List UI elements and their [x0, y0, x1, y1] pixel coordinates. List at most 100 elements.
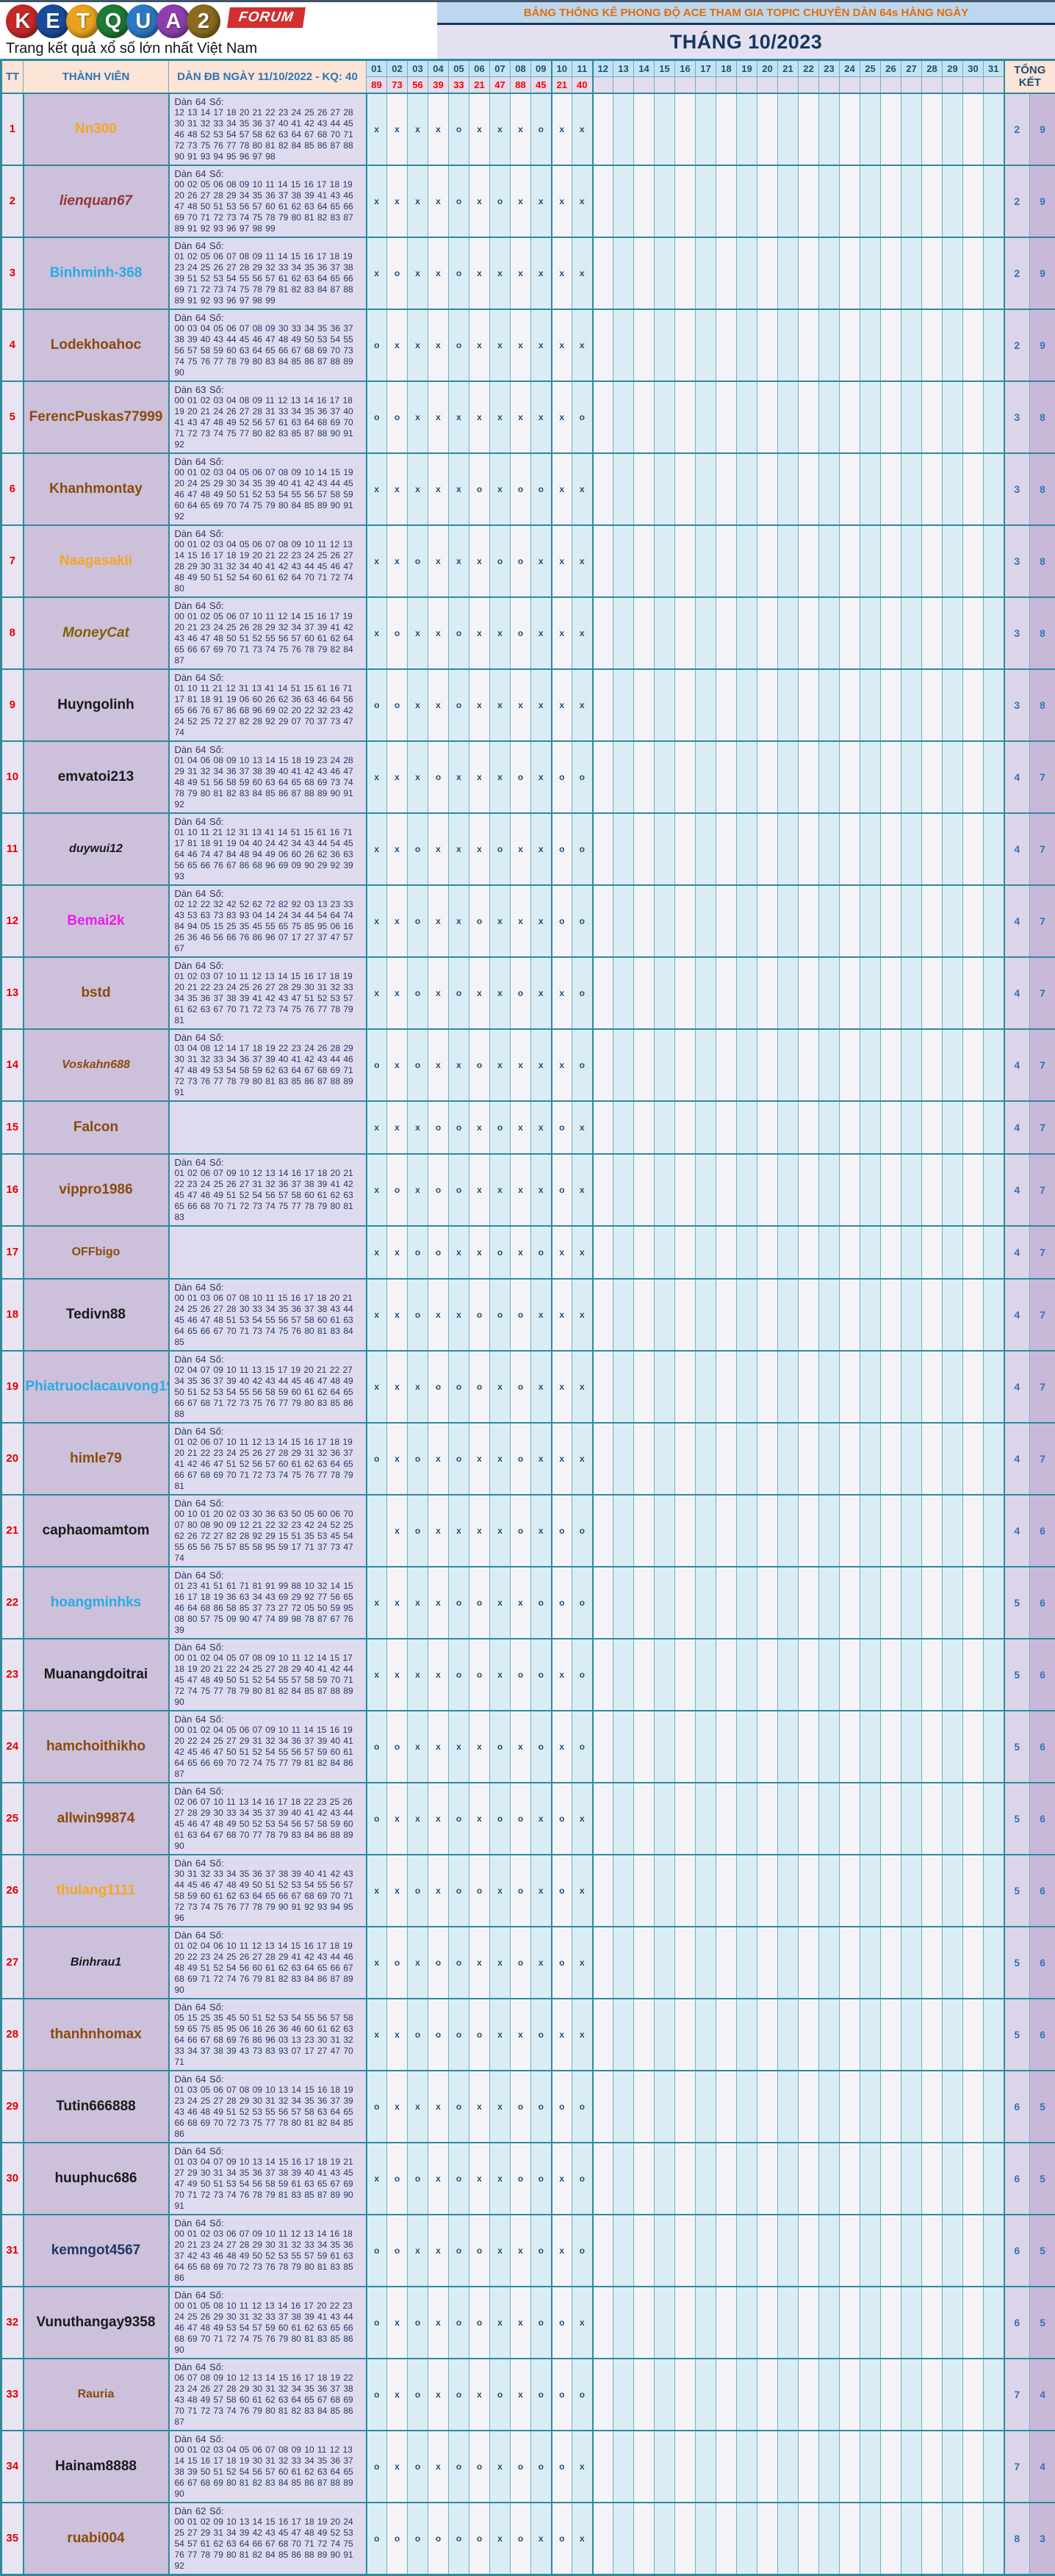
member-name[interactable]: Khanhmontay — [49, 481, 143, 497]
day-mark: o — [511, 1783, 531, 1855]
day-mark — [737, 309, 757, 381]
member-name[interactable]: Rauria — [78, 2388, 115, 2400]
day-mark — [778, 1351, 799, 1423]
member-name[interactable]: Naagasakii — [60, 553, 132, 569]
member-name[interactable]: Tutin666888 — [56, 2099, 135, 2114]
day-result-value — [675, 77, 696, 93]
day-mark — [593, 669, 613, 741]
member-name[interactable]: Bemai2k — [67, 913, 124, 928]
day-mark: x — [572, 1423, 593, 1495]
day-mark — [840, 453, 860, 525]
member-name[interactable]: Muanangdoitrai — [44, 1667, 148, 1682]
day-mark — [778, 1567, 799, 1639]
member-name[interactable]: hoangminhks — [51, 1595, 142, 1610]
dan-numbers: 01 03 05 06 07 08 09 10 13 14 15 16 18 1… — [175, 2085, 362, 2140]
day-mark — [860, 885, 881, 957]
member-name[interactable]: Lodekhoahoc — [51, 337, 142, 353]
day-mark — [984, 1711, 1004, 1783]
day-mark: x — [531, 813, 552, 885]
member-name[interactable]: lienquan67 — [60, 193, 132, 209]
day-mark: o — [531, 2287, 552, 2359]
day-mark — [634, 1351, 655, 1423]
member-name[interactable]: caphaomamtom — [43, 1523, 150, 1538]
day-mark — [963, 1226, 984, 1279]
member-name[interactable]: kemngot4567 — [51, 2243, 140, 2258]
day-mark: x — [387, 1279, 408, 1351]
day-mark — [984, 1351, 1004, 1423]
day-mark: o — [552, 1101, 572, 1154]
row-number: 28 — [1, 1999, 24, 2071]
day-mark — [634, 381, 655, 453]
member-name[interactable]: huuphuc686 — [55, 2171, 137, 2186]
day-mark: x — [572, 2287, 593, 2359]
day-mark — [675, 1783, 696, 1855]
member-name[interactable]: allwin99874 — [57, 1811, 135, 1826]
member-name[interactable]: thulang1111 — [57, 1883, 136, 1898]
day-mark — [984, 2215, 1004, 2287]
day-mark: x — [387, 1783, 408, 1855]
dan-label: Dàn 64 Số: — [175, 2362, 362, 2373]
day-mark — [634, 309, 655, 381]
day-mark — [613, 1279, 634, 1351]
member-name[interactable]: Binhminh-368 — [50, 265, 143, 281]
day-mark — [901, 957, 922, 1029]
member-name[interactable]: Phiatruoclacauvong1984 — [26, 1379, 169, 1394]
dan-numbers-cell: Dàn 64 Số:02 06 07 10 11 13 14 16 17 18 … — [169, 1783, 367, 1855]
day-mark — [737, 93, 757, 165]
day-mark — [819, 597, 840, 669]
member-name[interactable]: ruabi004 — [67, 2530, 124, 2546]
day-mark — [819, 741, 840, 813]
member-name[interactable]: Huyngolinh — [57, 697, 134, 712]
dan-numbers: 05 15 25 35 45 50 51 52 53 54 55 56 57 5… — [175, 2013, 362, 2068]
member-name[interactable]: MoneyCat — [62, 625, 129, 641]
member-name[interactable]: duywui12 — [69, 843, 123, 855]
member-name[interactable]: Tedivn88 — [66, 1307, 126, 1322]
day-mark — [922, 453, 943, 525]
member-name[interactable]: Hainam8888 — [55, 2458, 137, 2474]
day-mark — [819, 381, 840, 453]
day-mark — [922, 93, 943, 165]
day-mark — [799, 1783, 819, 1855]
member-name[interactable]: vippro1986 — [59, 1182, 132, 1197]
member-name[interactable]: Nn300 — [75, 121, 117, 137]
member-name[interactable]: Binhrau1 — [71, 1956, 121, 1969]
dan-numbers-cell: Dàn 64 Số:00 01 02 04 05 07 08 09 10 11 … — [169, 1639, 367, 1711]
day-mark — [799, 93, 819, 165]
day-mark — [778, 957, 799, 1029]
day-mark: o — [408, 2143, 428, 2215]
member-name[interactable]: FerencPuskas77999 — [29, 409, 163, 425]
member-name[interactable]: thanhnhomax — [50, 2027, 142, 2042]
member-name[interactable]: Voskahn688 — [62, 1058, 130, 1071]
day-mark — [757, 1279, 778, 1351]
day-mark — [737, 1279, 757, 1351]
dan-numbers: 02 04 07 09 10 11 13 15 17 19 20 21 22 2… — [175, 1365, 362, 1420]
member-cell: MoneyCat — [24, 597, 169, 669]
day-mark: x — [387, 2431, 408, 2503]
day-mark — [655, 1711, 675, 1783]
day-mark: x — [490, 2071, 511, 2143]
day-mark — [655, 1567, 675, 1639]
day-mark — [901, 2071, 922, 2143]
day-mark: o — [490, 813, 511, 885]
day-mark — [922, 597, 943, 669]
day-mark — [799, 1495, 819, 1567]
day-mark — [716, 1423, 737, 1495]
day-mark: o — [572, 957, 593, 1029]
day-mark — [716, 2071, 737, 2143]
member-name[interactable]: OFFbigo — [72, 1246, 120, 1258]
day-mark: x — [428, 309, 449, 381]
member-name[interactable]: Vunuthangay9358 — [37, 2315, 156, 2330]
member-name[interactable]: hamchoithikho — [46, 1739, 145, 1754]
total-miss-count: 5 — [1004, 1855, 1030, 1927]
day-mark — [593, 597, 613, 669]
member-name[interactable]: bstd — [81, 985, 110, 1000]
day-mark — [613, 1495, 634, 1567]
dan-numbers: 03 04 08 12 14 17 18 19 22 23 24 26 28 2… — [175, 1043, 362, 1098]
day-mark — [696, 2287, 716, 2359]
total-miss-count: 3 — [1004, 453, 1030, 525]
member-name[interactable]: himle79 — [70, 1451, 122, 1466]
total-hit-count: 7 — [1030, 1423, 1055, 1495]
member-name[interactable]: Falcon — [73, 1119, 118, 1135]
member-name[interactable]: emvatoi213 — [58, 769, 134, 784]
